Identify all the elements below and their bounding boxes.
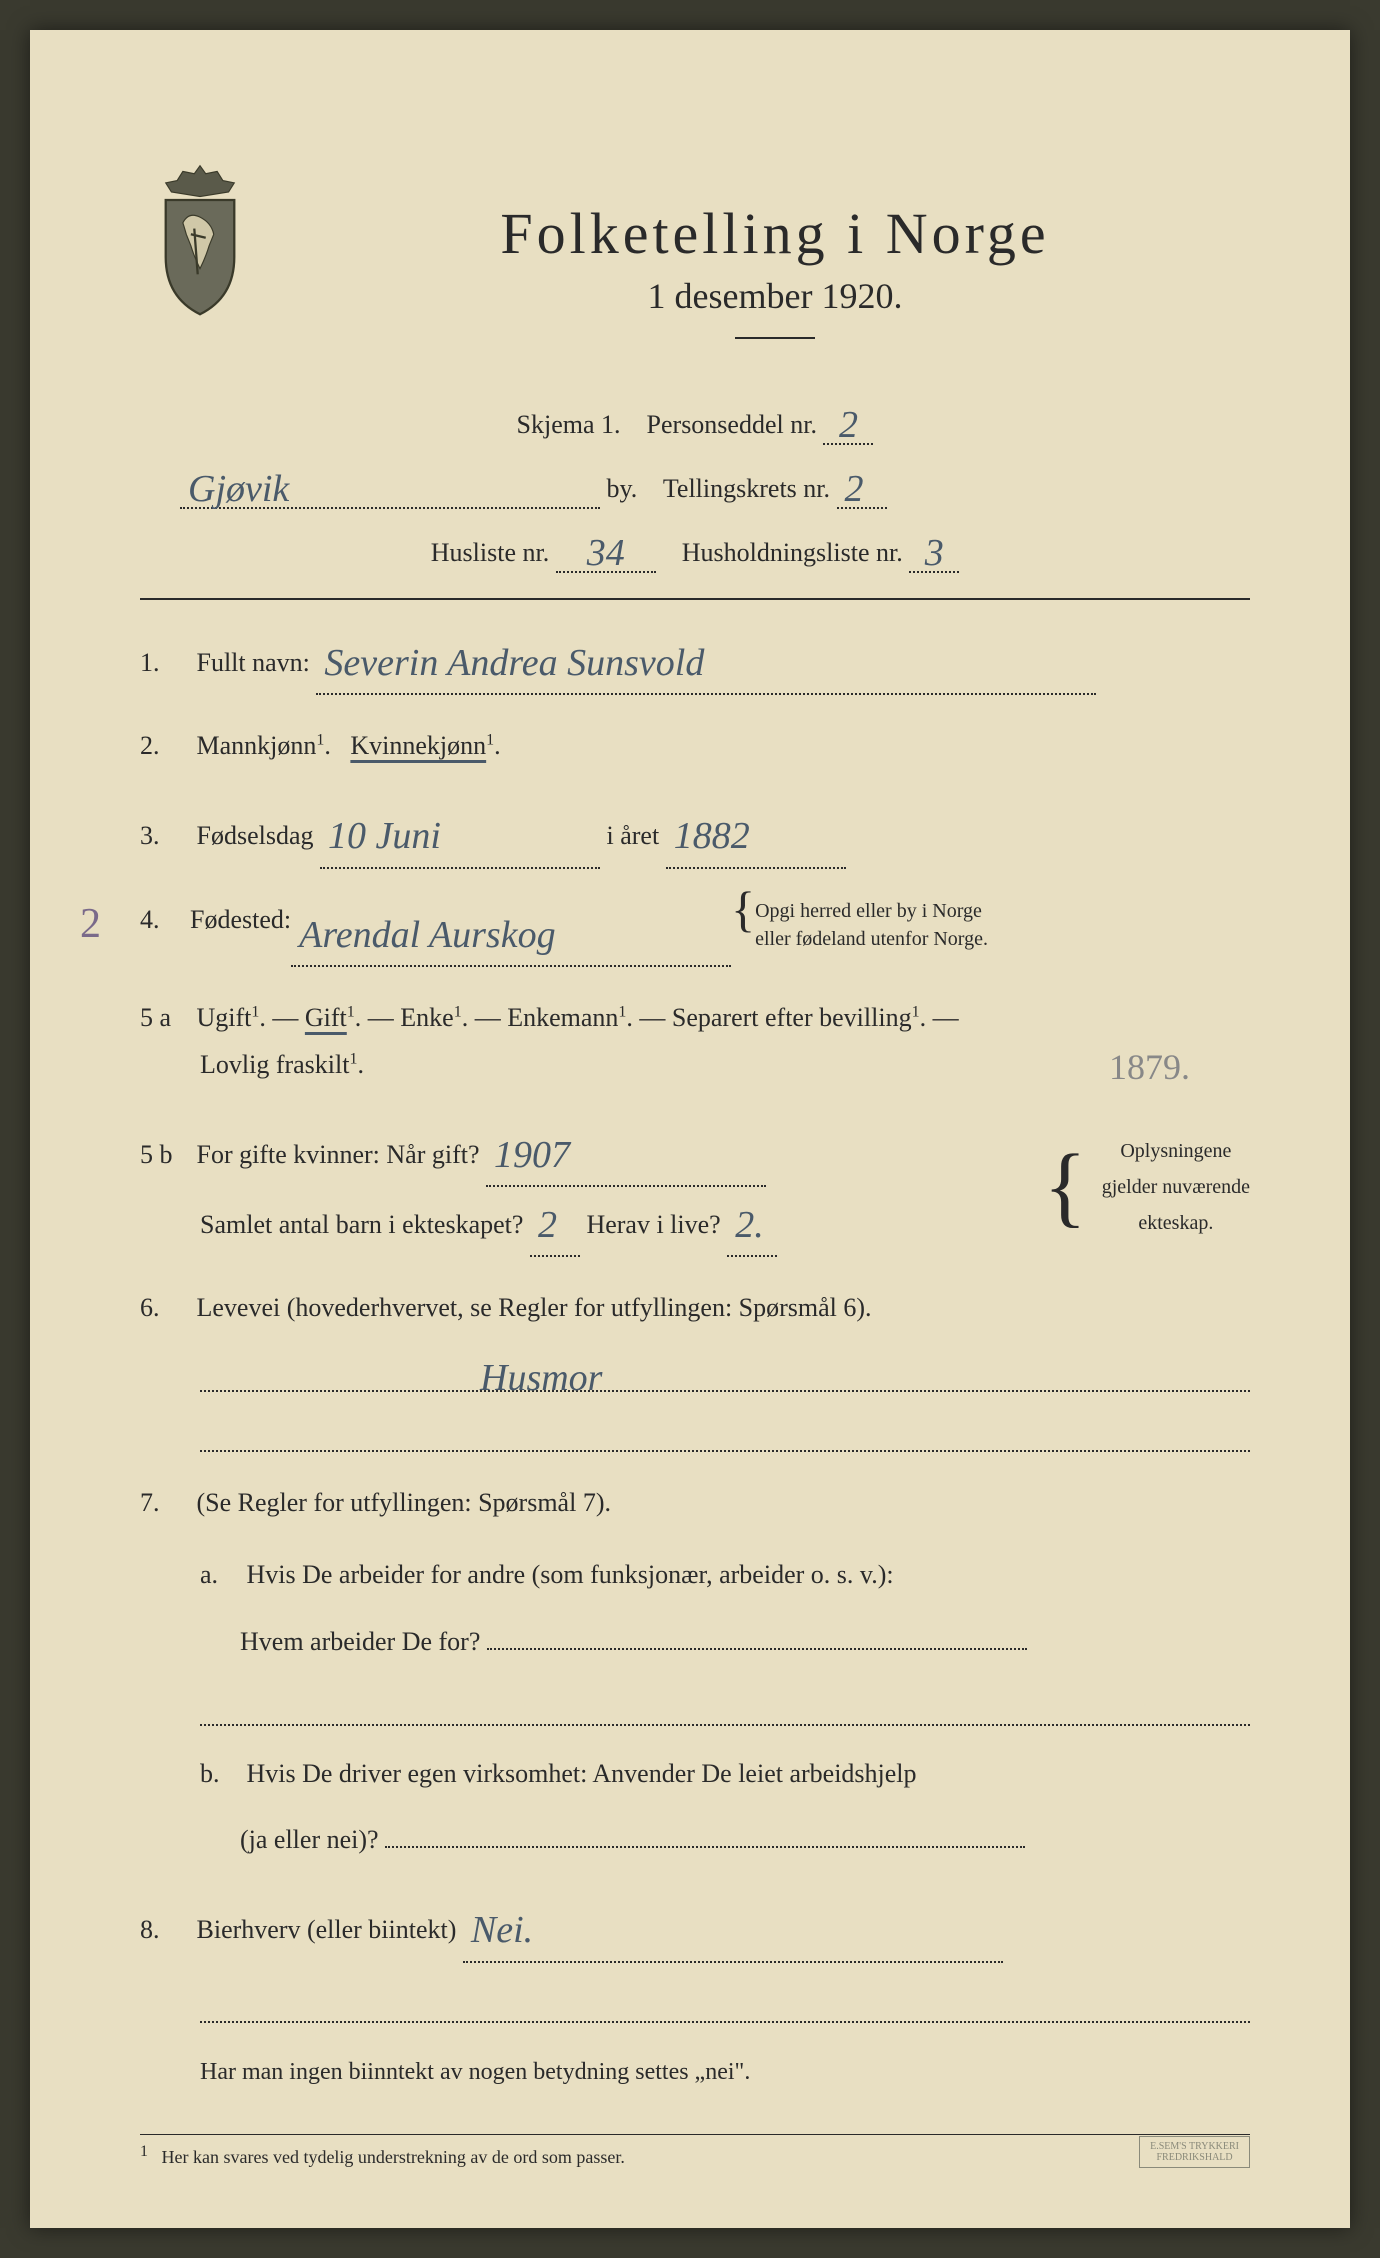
q5b-value1: 1907 (494, 1134, 570, 1176)
meta-line-3: Husliste nr. 34 Husholdningsliste nr. 3 (140, 527, 1250, 573)
header-block: Folketelling i Norge 1 desember 1920. (140, 200, 1250, 369)
question-6: 6. Levevei (hovederhvervet, se Regler fo… (140, 1285, 1250, 1452)
section-divider (140, 598, 1250, 600)
form-metadata: Skjema 1. Personseddel nr. 2 Gjøvik by. … (140, 399, 1250, 573)
q7-label: (Se Regler for utfyllingen: Spørsmål 7). (197, 1488, 611, 1517)
q2-opt1: Mannkjønn (197, 731, 317, 760)
q5a-line2: Lovlig fraskilt (200, 1050, 349, 1079)
q7a-line1: Hvis De arbeider for andre (som funksjon… (247, 1560, 894, 1589)
q5b-value3: 2. (735, 1204, 764, 1246)
q5a-opt2: Enke (400, 1003, 453, 1032)
title-block: Folketelling i Norge 1 desember 1920. (300, 200, 1250, 369)
brace-icon: { (1044, 1151, 1087, 1223)
q3-num: 3. (140, 813, 190, 860)
q4-side-note: Opgi herred eller by i Norge eller fødel… (755, 897, 988, 953)
q1-num: 1. (140, 640, 190, 687)
title-divider (735, 337, 815, 339)
q7b-line2: (ja eller nei)? (240, 1825, 379, 1854)
question-3: 3. Fødselsdag 10 Juni i året 1882 (140, 798, 1250, 868)
q8-extra-line (200, 1983, 1250, 2023)
q6-label: Levevei (hovederhvervet, se Regler for u… (197, 1293, 872, 1322)
form-label: Skjema 1. (517, 410, 621, 439)
question-5b: 5 b For gifte kvinner: Når gift? 1907 Sa… (140, 1117, 1250, 1258)
census-form-page: Folketelling i Norge 1 desember 1920. Sk… (30, 30, 1350, 2228)
question-2: 2. Mannkjønn1. Kvinnekjønn1. (140, 723, 1250, 770)
husholdning-value: 3 (925, 532, 944, 574)
question-4: 2 4. Fødested: Arendal Aurskog { Opgi he… (140, 897, 1250, 967)
q8-value: Nei. (471, 1909, 533, 1951)
question-8: 8. Bierhverv (eller biintekt) Nei. (140, 1892, 1250, 2022)
meta-line-2: Gjøvik by. Tellingskrets nr. 2 (140, 463, 1250, 509)
q5a-opt0: Ugift (197, 1003, 252, 1032)
q5a-opt1: Gift (305, 1003, 347, 1032)
q3-day-value: 10 Juni (328, 815, 441, 857)
q5b-label2: Samlet antal barn i ekteskapet? (200, 1210, 523, 1239)
q4-num: 4. (140, 897, 190, 944)
q5a-opt4: Separert efter bevilling (672, 1003, 912, 1032)
main-title: Folketelling i Norge (300, 200, 1250, 267)
tellingskrets-value: 2 (845, 468, 864, 510)
printer-line2: FREDRIKSHALD (1157, 2152, 1233, 2163)
q5b-brace-line1: Oplysningene (1120, 1140, 1231, 1162)
q5b-brace-line3: ekteskap. (1138, 1212, 1213, 1234)
q4-note-line2: eller fødeland utenfor Norge. (755, 928, 988, 950)
q5a-opt3: Enkemann (507, 1003, 618, 1032)
subtitle: 1 desember 1920. (300, 275, 1250, 317)
q6-answer-line: Husmor (200, 1352, 1250, 1392)
q6-answer-line-2 (200, 1412, 1250, 1452)
q5b-label1: For gifte kvinner: Når gift? (197, 1140, 480, 1169)
q5b-num: 5 b (140, 1132, 190, 1179)
question-7: 7. (Se Regler for utfyllingen: Spørsmål … (140, 1480, 1250, 1864)
q7a-letter: a. (200, 1552, 240, 1599)
printer-line1: E.SEM'S TRYKKERI (1150, 2141, 1239, 2152)
q5b-brace-line2: gjelder nuværende (1102, 1176, 1250, 1198)
q3-year-value: 1882 (674, 815, 750, 857)
footnote-num: 1 (140, 2143, 148, 2160)
q5b-brace-note: Oplysningene gjelder nuværende ekteskap. (1102, 1133, 1250, 1241)
city-value: Gjøvik (188, 468, 289, 510)
footer-note: Har man ingen biinntekt av nogen betydni… (200, 2051, 1250, 2094)
q7a-line2: Hvem arbeider De for? (240, 1627, 480, 1656)
q1-value: Severin Andrea Sunsvold (324, 642, 704, 684)
norwegian-crest-icon (140, 160, 260, 320)
husliste-value: 34 (587, 532, 625, 574)
q2-opt2: Kvinnekjønn (350, 731, 486, 760)
tellingskrets-label: Tellingskrets nr. (663, 474, 830, 503)
q4-label: Fødested: (190, 897, 291, 944)
q3-label: Fødselsdag (197, 821, 314, 850)
question-1: 1. Fullt navn: Severin Andrea Sunsvold (140, 625, 1250, 695)
q8-num: 8. (140, 1907, 190, 1954)
q5b-label3: Herav i live? (586, 1210, 720, 1239)
q4-value: Arendal Aurskog (299, 914, 555, 956)
meta-line-1: Skjema 1. Personseddel nr. 2 (140, 399, 1250, 445)
q5a-num: 5 a (140, 995, 190, 1042)
footnote-text: Her kan svares ved tydelig understreknin… (162, 2147, 625, 2167)
q7b-letter: b. (200, 1751, 240, 1798)
q5b-value2: 2 (538, 1204, 557, 1246)
q1-label: Fullt navn: (197, 648, 310, 677)
q5a-pencil-year: 1879. (1109, 1035, 1190, 1100)
q2-num: 2. (140, 723, 190, 770)
personseddel-value: 2 (839, 404, 858, 446)
question-5a: 5 a Ugift1. — Gift1. — Enke1. — Enkemann… (140, 995, 1250, 1089)
footnote: 1 Her kan svares ved tydelig understrekn… (140, 2134, 1250, 2168)
printer-mark: E.SEM'S TRYKKERI FREDRIKSHALD (1139, 2136, 1250, 2168)
q3-year-label: i året (607, 821, 660, 850)
husholdning-label: Husholdningsliste nr. (682, 538, 903, 567)
q6-value: Husmor (480, 1344, 602, 1412)
q7-num: 7. (140, 1480, 190, 1527)
q4-note-line1: Opgi herred eller by i Norge (755, 900, 982, 922)
city-suffix: by. (607, 474, 638, 503)
q8-label: Bierhverv (eller biintekt) (197, 1915, 457, 1944)
q7a-extra-line (200, 1686, 1250, 1726)
personseddel-label: Personseddel nr. (647, 410, 817, 439)
q6-num: 6. (140, 1285, 190, 1332)
q7b-line1: Hvis De driver egen virksomhet: Anvender… (247, 1759, 917, 1788)
husliste-label: Husliste nr. (431, 538, 549, 567)
q4-margin-annotation: 2 (80, 887, 101, 963)
